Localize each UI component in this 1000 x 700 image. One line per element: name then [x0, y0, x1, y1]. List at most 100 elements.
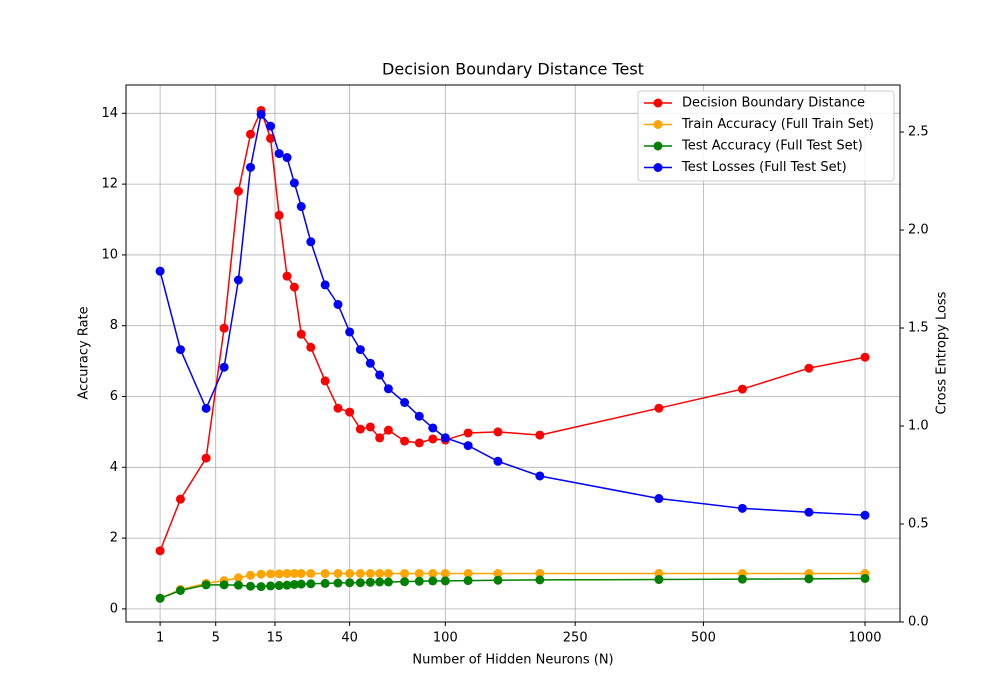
- point: [860, 573, 870, 583]
- y-tick-label: 14: [101, 106, 118, 121]
- point: [463, 576, 473, 586]
- y-tick-label: 2: [110, 531, 118, 546]
- point: [737, 574, 747, 584]
- x-tick-label: 100: [433, 631, 458, 646]
- point: [256, 582, 266, 592]
- point: [155, 546, 165, 556]
- point: [414, 438, 424, 448]
- y2-tick-label: 0.5: [908, 517, 929, 532]
- point: [463, 428, 473, 438]
- point: [320, 376, 330, 386]
- point: [274, 581, 284, 591]
- point: [333, 403, 343, 413]
- legend-label: Decision Boundary Distance: [682, 96, 865, 111]
- point: [400, 577, 410, 587]
- x-tick-label: 40: [341, 631, 358, 646]
- point: [246, 570, 256, 580]
- legend-box: [637, 90, 895, 182]
- point: [493, 575, 503, 585]
- y-tick-label: 12: [101, 177, 118, 192]
- point: [296, 329, 306, 339]
- point: [201, 453, 211, 463]
- series-line: [159, 577, 866, 599]
- point: [535, 430, 545, 440]
- point: [804, 507, 814, 517]
- point: [266, 569, 276, 579]
- x-tick-label: 5: [212, 631, 220, 646]
- point: [345, 569, 355, 579]
- point: [175, 585, 185, 595]
- x-axis-label: Number of Hidden Neurons (N): [412, 653, 613, 668]
- plot-frame: [125, 84, 901, 623]
- point: [246, 162, 256, 172]
- point: [463, 569, 473, 579]
- point: [365, 577, 375, 587]
- x-tick-label: 15: [267, 631, 284, 646]
- y2-tick-label: 2.5: [908, 125, 929, 140]
- point: [860, 510, 870, 520]
- point: [493, 569, 503, 579]
- point: [737, 384, 747, 394]
- point: [320, 569, 330, 579]
- x-tick-label: 1000: [848, 631, 881, 646]
- x-tick-label: 250: [563, 631, 588, 646]
- point: [266, 133, 276, 143]
- point: [306, 342, 316, 352]
- point: [654, 494, 664, 504]
- point: [333, 578, 343, 588]
- point: [274, 569, 284, 579]
- legend-marker: [653, 163, 663, 172]
- point: [355, 578, 365, 588]
- point: [282, 153, 292, 163]
- point: [440, 433, 450, 443]
- point: [535, 471, 545, 481]
- point: [654, 575, 664, 585]
- point: [400, 397, 410, 407]
- point: [289, 178, 299, 188]
- point: [355, 424, 365, 434]
- point: [804, 574, 814, 584]
- y-tick-label: 0: [110, 601, 118, 616]
- point: [233, 580, 243, 590]
- point: [306, 579, 316, 589]
- point: [233, 573, 243, 583]
- point: [233, 186, 243, 196]
- point: [282, 569, 292, 579]
- point: [333, 300, 343, 310]
- point: [383, 384, 393, 394]
- point: [333, 569, 343, 579]
- point: [860, 352, 870, 362]
- point: [428, 569, 438, 579]
- point: [355, 569, 365, 579]
- point: [345, 327, 355, 337]
- point: [375, 577, 385, 587]
- point: [428, 423, 438, 433]
- point: [365, 569, 375, 579]
- point: [219, 323, 229, 333]
- point: [804, 363, 814, 373]
- point: [155, 593, 165, 603]
- point: [282, 580, 292, 590]
- point: [289, 579, 299, 589]
- point: [266, 121, 276, 131]
- point: [383, 425, 393, 435]
- point: [414, 569, 424, 579]
- point: [256, 109, 266, 119]
- point: [289, 282, 299, 292]
- y-axis-label: Accuracy Rate: [77, 306, 92, 399]
- legend-marker: [653, 141, 663, 151]
- y-tick-label: 6: [110, 389, 118, 404]
- point: [375, 433, 385, 443]
- y-tick-label: 10: [101, 247, 118, 262]
- point: [256, 569, 266, 579]
- point: [233, 275, 243, 285]
- y-tick-label: 8: [110, 318, 118, 333]
- point: [155, 266, 165, 276]
- point: [493, 427, 503, 437]
- point: [365, 358, 375, 368]
- point: [375, 569, 385, 579]
- point: [246, 129, 256, 139]
- point: [246, 581, 256, 591]
- x-tick-label: 500: [691, 631, 716, 646]
